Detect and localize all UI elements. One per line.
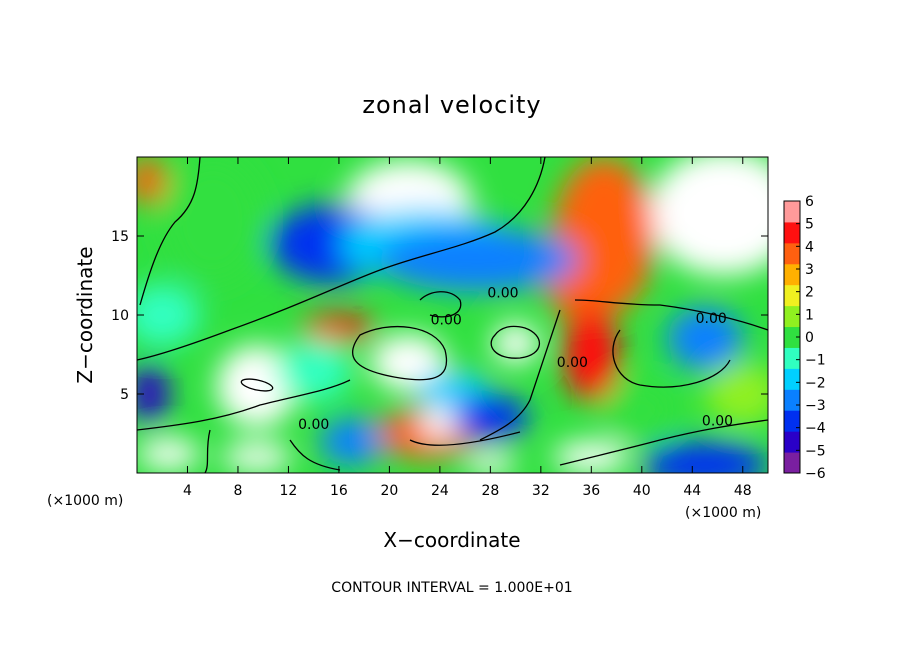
field-blob-8	[137, 283, 201, 347]
contour-label-4: 0.00	[298, 417, 329, 433]
x-tick-label-0: 4	[183, 483, 192, 499]
x-tick-label-5: 24	[431, 483, 449, 499]
y-axis: 5 10 15	[111, 229, 768, 403]
field-blob-22	[137, 362, 169, 426]
zero-contours	[137, 157, 768, 473]
x-tick-label-7: 32	[532, 483, 550, 499]
colorbar-label-7: −1	[805, 353, 826, 369]
field-blob-17	[137, 438, 201, 470]
colorbar-swatch-3	[784, 389, 800, 411]
x-axis: 4 8 12 16 20 24 28 32 36 40 44 48	[183, 157, 752, 499]
colorbar-swatch-10	[784, 242, 800, 265]
contour-label-3: 0.00	[557, 355, 588, 371]
colorbar-swatch-0	[784, 452, 800, 474]
field-blob-1	[648, 157, 768, 276]
contour-label-2: 0.00	[696, 311, 727, 327]
colorbar-label-10: −4	[805, 421, 826, 437]
x-tick-label-3: 16	[330, 483, 348, 499]
y-axis-title: Z−coordinate	[73, 246, 97, 383]
field-blob-6	[376, 228, 579, 292]
colorbar-swatch-4	[784, 368, 800, 390]
colorbar-label-11: −5	[805, 443, 826, 459]
field-blob-11	[492, 322, 539, 364]
y-tick-label-2: 15	[111, 229, 129, 245]
colorbar-label-0: 6	[805, 194, 814, 210]
colorbar-swatch-2	[784, 410, 800, 432]
colorbar: 6 5 4 3 2 1 0 −1 −2 −3 −4 −5 −6	[783, 194, 826, 482]
x-tick-label-1: 8	[233, 483, 242, 499]
contour-label-1: 0.00	[431, 312, 462, 328]
x-unit-right: (×1000 m)	[685, 505, 761, 521]
contour-label-0: 0.00	[487, 286, 518, 302]
colorbar-label-8: −2	[805, 375, 826, 391]
x-axis-title: X−coordinate	[383, 528, 520, 552]
field-blob-27	[301, 315, 377, 341]
colorbar-swatch-5	[784, 347, 800, 369]
field-blob-20	[465, 452, 516, 473]
contour-label-5: 0.00	[702, 414, 733, 430]
field-blob-7	[162, 157, 264, 284]
field-blob-24	[452, 394, 529, 442]
x-tick-label-6: 28	[481, 483, 499, 499]
field-blob-25	[704, 362, 768, 426]
colorbar-swatch-11	[784, 221, 800, 244]
x-tick-label-10: 44	[683, 483, 701, 499]
velocity-field	[137, 157, 768, 473]
colorbar-swatch-7	[784, 305, 800, 328]
colorbar-swatch-8	[784, 284, 800, 307]
colorbar-label-3: 3	[805, 262, 814, 278]
colorbar-label-1: 5	[805, 217, 814, 233]
field-blob-26	[603, 378, 680, 442]
x-tick-label-9: 40	[633, 483, 651, 499]
colorbar-label-5: 1	[805, 307, 814, 323]
chart-title: zonal velocity	[362, 91, 541, 119]
field-blob-18	[221, 442, 293, 472]
contour-interval-note: CONTOUR INTERVAL = 1.000E+01	[331, 580, 572, 596]
field-blob-13	[667, 307, 743, 371]
colorbar-swatch-1	[784, 431, 800, 453]
contour-labels: 0.00 0.00 0.00 0.00 0.00 0.00	[298, 286, 733, 433]
colorbar-swatch-6	[784, 326, 800, 348]
y-tick-label-0: 5	[120, 387, 129, 403]
field-blob-29	[137, 157, 167, 205]
x-tick-label-4: 20	[380, 483, 398, 499]
field-blob-12	[563, 307, 620, 402]
colorbar-swatch-9	[784, 263, 800, 286]
field-blob-23	[275, 338, 352, 402]
colorbar-label-12: −6	[805, 466, 826, 482]
colorbar-swatch-12	[784, 201, 800, 223]
x-tick-label-11: 48	[734, 483, 752, 499]
colorbar-label-4: 2	[805, 285, 814, 301]
x-unit-left: (×1000 m)	[47, 493, 123, 509]
field-blob-28	[319, 417, 384, 466]
y-tick-label-1: 10	[111, 308, 129, 324]
colorbar-label-9: −3	[805, 398, 826, 414]
field-blob-21	[641, 441, 768, 473]
colorbar-label-6: 0	[805, 330, 814, 346]
x-tick-label-8: 36	[582, 483, 600, 499]
x-tick-label-2: 12	[280, 483, 298, 499]
colorbar-label-2: 4	[805, 239, 814, 255]
field-blob-16	[420, 406, 459, 439]
